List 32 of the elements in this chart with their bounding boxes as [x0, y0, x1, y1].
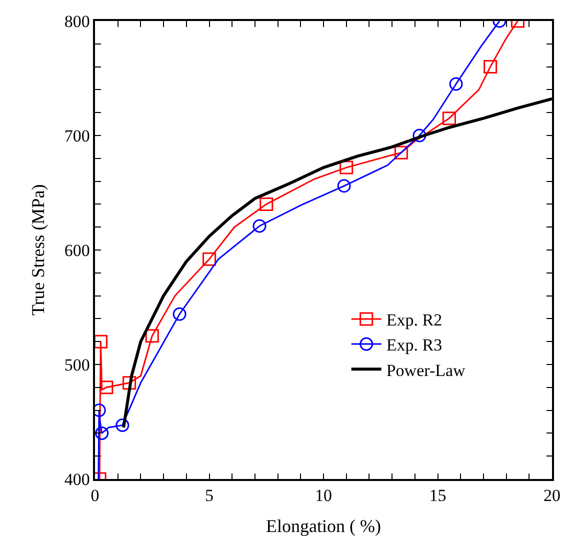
point: [260, 197, 274, 211]
point: [95, 334, 108, 348]
x-tick-label: 5: [205, 486, 214, 506]
point: [337, 179, 351, 193]
point: [484, 60, 498, 74]
point: [340, 160, 354, 174]
y-tick-label: 800: [64, 12, 90, 31]
x-tick-label: 20: [544, 486, 560, 506]
point: [442, 112, 456, 126]
point: [145, 329, 159, 343]
point: [116, 418, 130, 432]
legend-label: Exp. R2: [386, 310, 442, 330]
point: [202, 252, 216, 266]
point: [412, 128, 426, 142]
point: [172, 307, 186, 321]
x-axis-title: Elongation ( %): [266, 516, 381, 536]
y-tick-label: 600: [64, 240, 90, 260]
y-axis-title: True Stress (MPa): [28, 184, 48, 316]
x-tick-label: 10: [315, 486, 332, 506]
y-tick-label: 400: [64, 470, 90, 489]
point: [394, 146, 408, 160]
x-tick-label: 15: [429, 486, 446, 506]
legend-label: Power-Law: [386, 360, 466, 380]
legend-label: Exp. R3: [386, 336, 442, 355]
point: [95, 426, 109, 440]
y-tick-label: 700: [64, 126, 90, 146]
point: [100, 380, 114, 394]
point: [449, 77, 463, 91]
y-tick-label: 500: [64, 355, 90, 374]
x-tick-label: 0: [90, 486, 100, 506]
point: [122, 376, 136, 390]
point: [252, 219, 266, 233]
